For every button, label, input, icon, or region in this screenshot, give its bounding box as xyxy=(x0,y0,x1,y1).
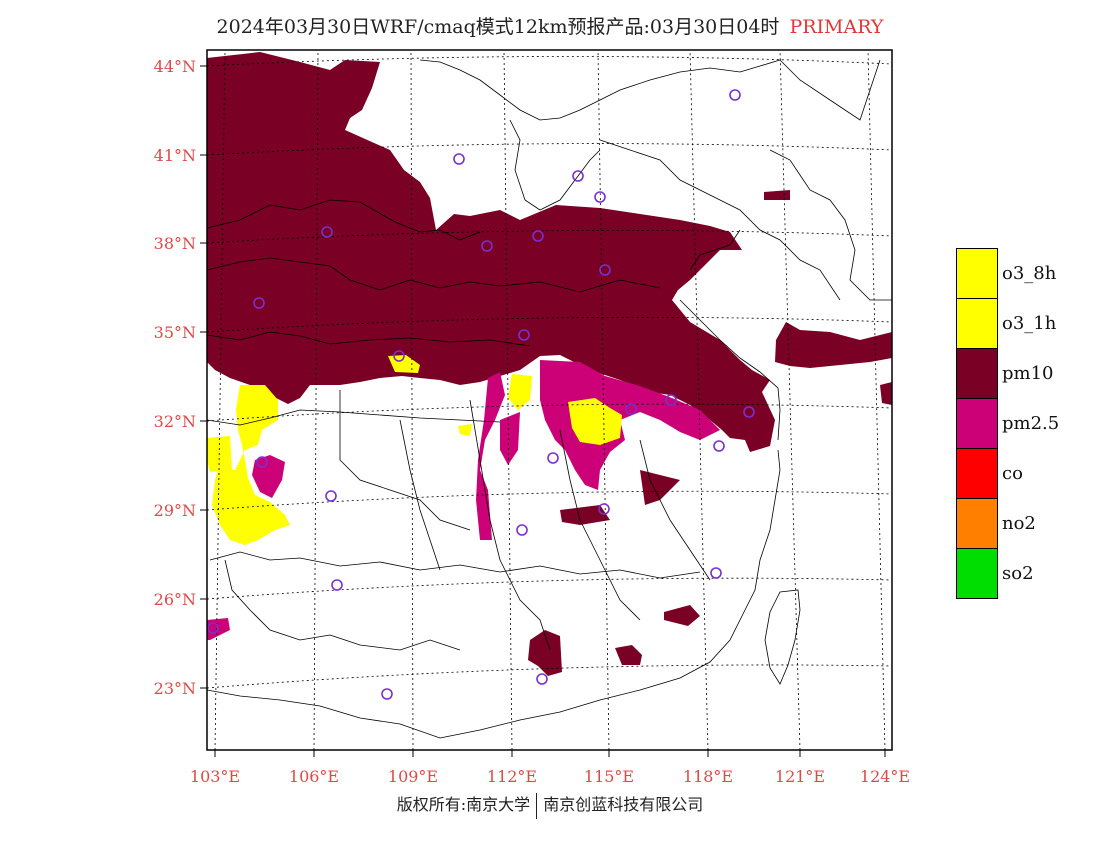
legend-label-o3-1h: o3_1h xyxy=(1002,313,1057,334)
copyright-left: 版权所有:南京大学 xyxy=(396,795,531,814)
legend-label-pm10: pm10 xyxy=(1002,363,1054,384)
legend-swatch-pm10 xyxy=(957,349,997,399)
lat-tick-label: 26°N xyxy=(154,590,196,609)
legend-label-no2: no2 xyxy=(1002,513,1036,534)
station-circle xyxy=(572,170,584,182)
station-circle xyxy=(256,456,268,468)
lat-tick-label: 23°N xyxy=(154,679,196,698)
longitude-axis: 103°E 106°E 109°E 112°E 115°E 118°E 121°E 124°E xyxy=(190,750,910,786)
map-plot-area xyxy=(207,50,892,750)
legend-label-co: co xyxy=(1002,463,1023,484)
legend-label-so2: so2 xyxy=(1002,563,1034,584)
lon-tick-label: 121°E xyxy=(775,767,825,786)
latitude-axis: 44°N 41°N 38°N 35°N 32°N 29°N 26°N 23°N xyxy=(154,57,207,698)
footer-separator xyxy=(536,792,538,819)
station-circle xyxy=(516,524,528,536)
station-circle xyxy=(518,329,530,341)
pm10-central-scatter xyxy=(560,505,610,525)
map-frame xyxy=(206,49,893,751)
pm10-regions xyxy=(207,52,892,676)
lon-tick-label: 118°E xyxy=(683,767,733,786)
o3-central-patch xyxy=(568,398,622,445)
station-circle xyxy=(381,688,393,700)
station-circle xyxy=(599,264,611,276)
station-circle xyxy=(729,89,741,101)
lon-tick-label: 106°E xyxy=(289,767,339,786)
boundary-lines xyxy=(207,59,892,739)
pm10-east-coast xyxy=(775,322,892,368)
station-circle xyxy=(710,567,722,579)
lat-tick-label: 35°N xyxy=(154,323,196,342)
lat-tick-label: 29°N xyxy=(154,501,196,520)
station-circle xyxy=(393,350,405,362)
station-circle xyxy=(253,297,265,309)
lon-tick-label: 103°E xyxy=(190,767,240,786)
lat-tick-label: 32°N xyxy=(154,412,196,431)
lat-tick-label: 41°N xyxy=(154,146,196,165)
pm10-north-east-patch xyxy=(764,190,790,200)
pm10-south-east xyxy=(664,605,700,626)
station-circle xyxy=(321,226,333,238)
pm10-east-right-edge xyxy=(880,382,892,405)
station-circle xyxy=(665,394,677,406)
title-primary-tag: PRIMARY xyxy=(789,16,884,38)
o3-tiny xyxy=(458,424,472,436)
pm25-central-band xyxy=(540,360,720,490)
station-circle xyxy=(481,240,493,252)
legend-swatch-pm25 xyxy=(957,399,997,449)
lon-tick-label: 115°E xyxy=(584,767,634,786)
pm25-west-strip xyxy=(476,372,505,540)
station-circle xyxy=(331,579,343,591)
legend-swatch-so2 xyxy=(957,549,997,598)
lat-tick-label: 38°N xyxy=(154,234,196,253)
station-circle xyxy=(532,230,544,242)
copyright-footer: 版权所有:南京大学 南京创蓝科技有限公司 xyxy=(0,791,1100,819)
station-circle xyxy=(598,503,610,515)
pm25-mid-blob xyxy=(500,412,520,465)
legend-label-pm25: pm2.5 xyxy=(1002,413,1060,434)
station-circle xyxy=(594,191,606,203)
station-circle xyxy=(743,406,755,418)
legend-swatch-o3-1h xyxy=(957,299,997,349)
map-title: 2024年03月30日WRF/cmaq模式12km预报产品:03月30日04时 P… xyxy=(0,12,1100,39)
station-circle xyxy=(207,622,219,634)
station-circle xyxy=(325,490,337,502)
o3-west-large xyxy=(212,385,290,545)
lon-tick-label: 109°E xyxy=(388,767,438,786)
station-circle xyxy=(625,403,637,415)
legend-swatch-no2 xyxy=(957,499,997,549)
legend-swatch-o3-8h xyxy=(957,249,997,299)
title-main: 2024年03月30日WRF/cmaq模式12km预报产品:03月30日04时 xyxy=(216,16,780,38)
station-markers xyxy=(207,89,755,700)
pollutant-legend xyxy=(956,248,998,599)
pm25-sichuan-patch xyxy=(252,455,285,498)
station-circle xyxy=(713,440,725,452)
pm10-north-band xyxy=(207,52,775,452)
lon-tick-label: 112°E xyxy=(487,767,537,786)
o3-mid-small xyxy=(508,374,532,410)
graticule xyxy=(207,50,892,750)
lat-tick-label: 44°N xyxy=(154,57,196,76)
station-circle xyxy=(453,153,465,165)
legend-label-o3-8h: o3_8h xyxy=(1002,263,1057,284)
pm10-south-center xyxy=(528,630,562,676)
station-circle xyxy=(536,673,548,685)
legend-swatch-co xyxy=(957,449,997,499)
copyright-right: 南京创蓝科技有限公司 xyxy=(543,795,704,814)
station-circle xyxy=(547,452,559,464)
pm10-south-center-2 xyxy=(615,645,642,665)
lon-tick-label: 124°E xyxy=(860,767,910,786)
